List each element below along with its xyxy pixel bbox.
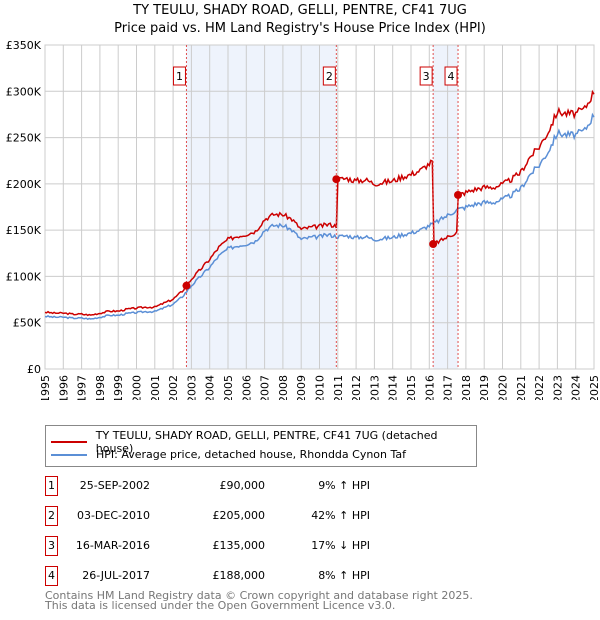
sale-point — [332, 175, 341, 184]
legend: TY TEULU, SHADY ROAD, GELLI, PENTRE, CF4… — [45, 425, 477, 467]
x-tick-label: 2014 — [387, 375, 400, 400]
x-tick-label: 2013 — [368, 375, 381, 400]
sale-hpi-diff: 8% ↑ HPI — [318, 569, 370, 582]
sale-row: 1 25-SEP-2002 £90,000 9% ↑ HPI — [45, 476, 445, 496]
sale-price: £135,000 — [212, 539, 266, 552]
x-tick-label: 2010 — [314, 375, 327, 400]
x-tick-label: 2021 — [515, 375, 528, 400]
sale-number: 4 — [45, 566, 58, 586]
x-tick-label: 2015 — [405, 375, 418, 400]
sale-row: 2 03-DEC-2010 £205,000 42% ↑ HPI — [45, 506, 445, 526]
x-tick-label: 2017 — [442, 375, 455, 400]
y-tick-label: £50K — [13, 317, 42, 330]
y-tick-label: £0 — [27, 363, 41, 376]
sale-hpi-diff: 42% ↑ HPI — [311, 509, 370, 522]
sale-label: 4 — [448, 70, 455, 83]
x-tick-label: 2006 — [240, 375, 253, 400]
sale-date: 03-DEC-2010 — [76, 509, 150, 522]
x-tick-label: 1997 — [76, 375, 89, 400]
sale-label: 1 — [176, 70, 183, 83]
x-tick-label: 1999 — [112, 375, 125, 400]
x-tick-label: 2022 — [533, 375, 546, 400]
chart-title: TY TEULU, SHADY ROAD, GELLI, PENTRE, CF4… — [133, 3, 467, 18]
y-tick-label: £100K — [6, 270, 42, 283]
sale-label-box — [444, 66, 458, 86]
x-tick-label: 2025 — [588, 375, 600, 400]
shaded-period-1-2 — [186, 45, 337, 369]
x-tick-label: 2018 — [460, 375, 473, 400]
sale-point — [429, 240, 438, 249]
x-tick-label: 2016 — [423, 375, 436, 400]
x-tick-label: 1996 — [57, 375, 70, 400]
sale-hpi-diff: 9% ↑ HPI — [318, 479, 370, 492]
sale-label-box — [172, 66, 186, 86]
sale-date: 25-SEP-2002 — [79, 479, 150, 492]
sale-number: 1 — [45, 476, 58, 496]
sale-label-box — [322, 66, 336, 86]
x-tick-label: 2023 — [551, 375, 564, 400]
price-chart: 1995 1996 1997 1998 1999 2000 2001 2002 2003 2004… — [6, 39, 600, 400]
y-tick-label: £200K — [6, 178, 42, 191]
x-tick-label: 2003 — [185, 375, 198, 400]
legend-label-hpi: HPI: Average price, detached house, Rhon… — [96, 448, 407, 461]
sale-point — [454, 190, 463, 199]
x-tick-label: 1998 — [94, 375, 107, 400]
sale-row: 3 16-MAR-2016 £135,000 17% ↓ HPI — [45, 536, 445, 556]
sale-label: 3 — [423, 70, 430, 83]
x-tick-label: 2012 — [350, 375, 363, 400]
x-tick-label: 2011 — [332, 375, 345, 400]
y-tick-label: £150K — [6, 224, 42, 237]
x-tick-label: 2007 — [259, 375, 272, 400]
sale-hpi-diff: 17% ↓ HPI — [311, 539, 370, 552]
x-tick-label: 2001 — [149, 375, 162, 400]
chart-subtitle: Price paid vs. HM Land Registry's House … — [114, 21, 486, 36]
sale-price: £188,000 — [212, 569, 266, 582]
sale-number: 2 — [45, 506, 58, 526]
x-tick-label: 2004 — [204, 375, 217, 400]
sale-row: 4 26-JUL-2017 £188,000 8% ↑ HPI — [45, 566, 445, 586]
sale-price: £205,000 — [212, 509, 266, 522]
x-tick-label: 2019 — [478, 375, 491, 400]
x-tick-label: 2005 — [222, 375, 235, 400]
sale-label: 2 — [326, 70, 333, 83]
x-tick-label: 2020 — [497, 375, 510, 400]
y-tick-label: £250K — [6, 132, 42, 145]
x-tick-label: 2008 — [277, 375, 290, 400]
legend-label-property: TY TEULU, SHADY ROAD, GELLI, PENTRE, CF4… — [95, 429, 438, 455]
sale-number: 3 — [45, 536, 58, 556]
shaded-period-3-4 — [433, 45, 459, 369]
sale-price: £90,000 — [219, 479, 266, 492]
y-tick-label: £300K — [6, 85, 42, 98]
sale-date: 16-MAR-2016 — [75, 539, 150, 552]
sale-point — [182, 281, 191, 290]
footer-line-1: Contains HM Land Registry data © Crown c… — [45, 589, 473, 602]
x-tick-label: 2024 — [570, 375, 583, 400]
x-tick-label: 2009 — [295, 375, 308, 400]
x-tick-label: 1995 — [39, 375, 52, 400]
footer: Contains HM Land Registry data © Crown c… — [45, 589, 473, 612]
sale-label-box — [419, 66, 433, 86]
footer-line-2: This data is licensed under the Open Gov… — [45, 599, 396, 612]
legend-swatch-hpi — [51, 453, 87, 456]
hpi-line — [44, 112, 595, 321]
x-tick-label: 2000 — [131, 375, 144, 400]
legend-swatch-property — [51, 441, 87, 443]
x-tick-label: 2002 — [167, 375, 180, 400]
sale-date: 26-JUL-2017 — [82, 569, 150, 582]
y-tick-label: £350K — [6, 39, 42, 52]
property-price-line — [44, 89, 595, 317]
